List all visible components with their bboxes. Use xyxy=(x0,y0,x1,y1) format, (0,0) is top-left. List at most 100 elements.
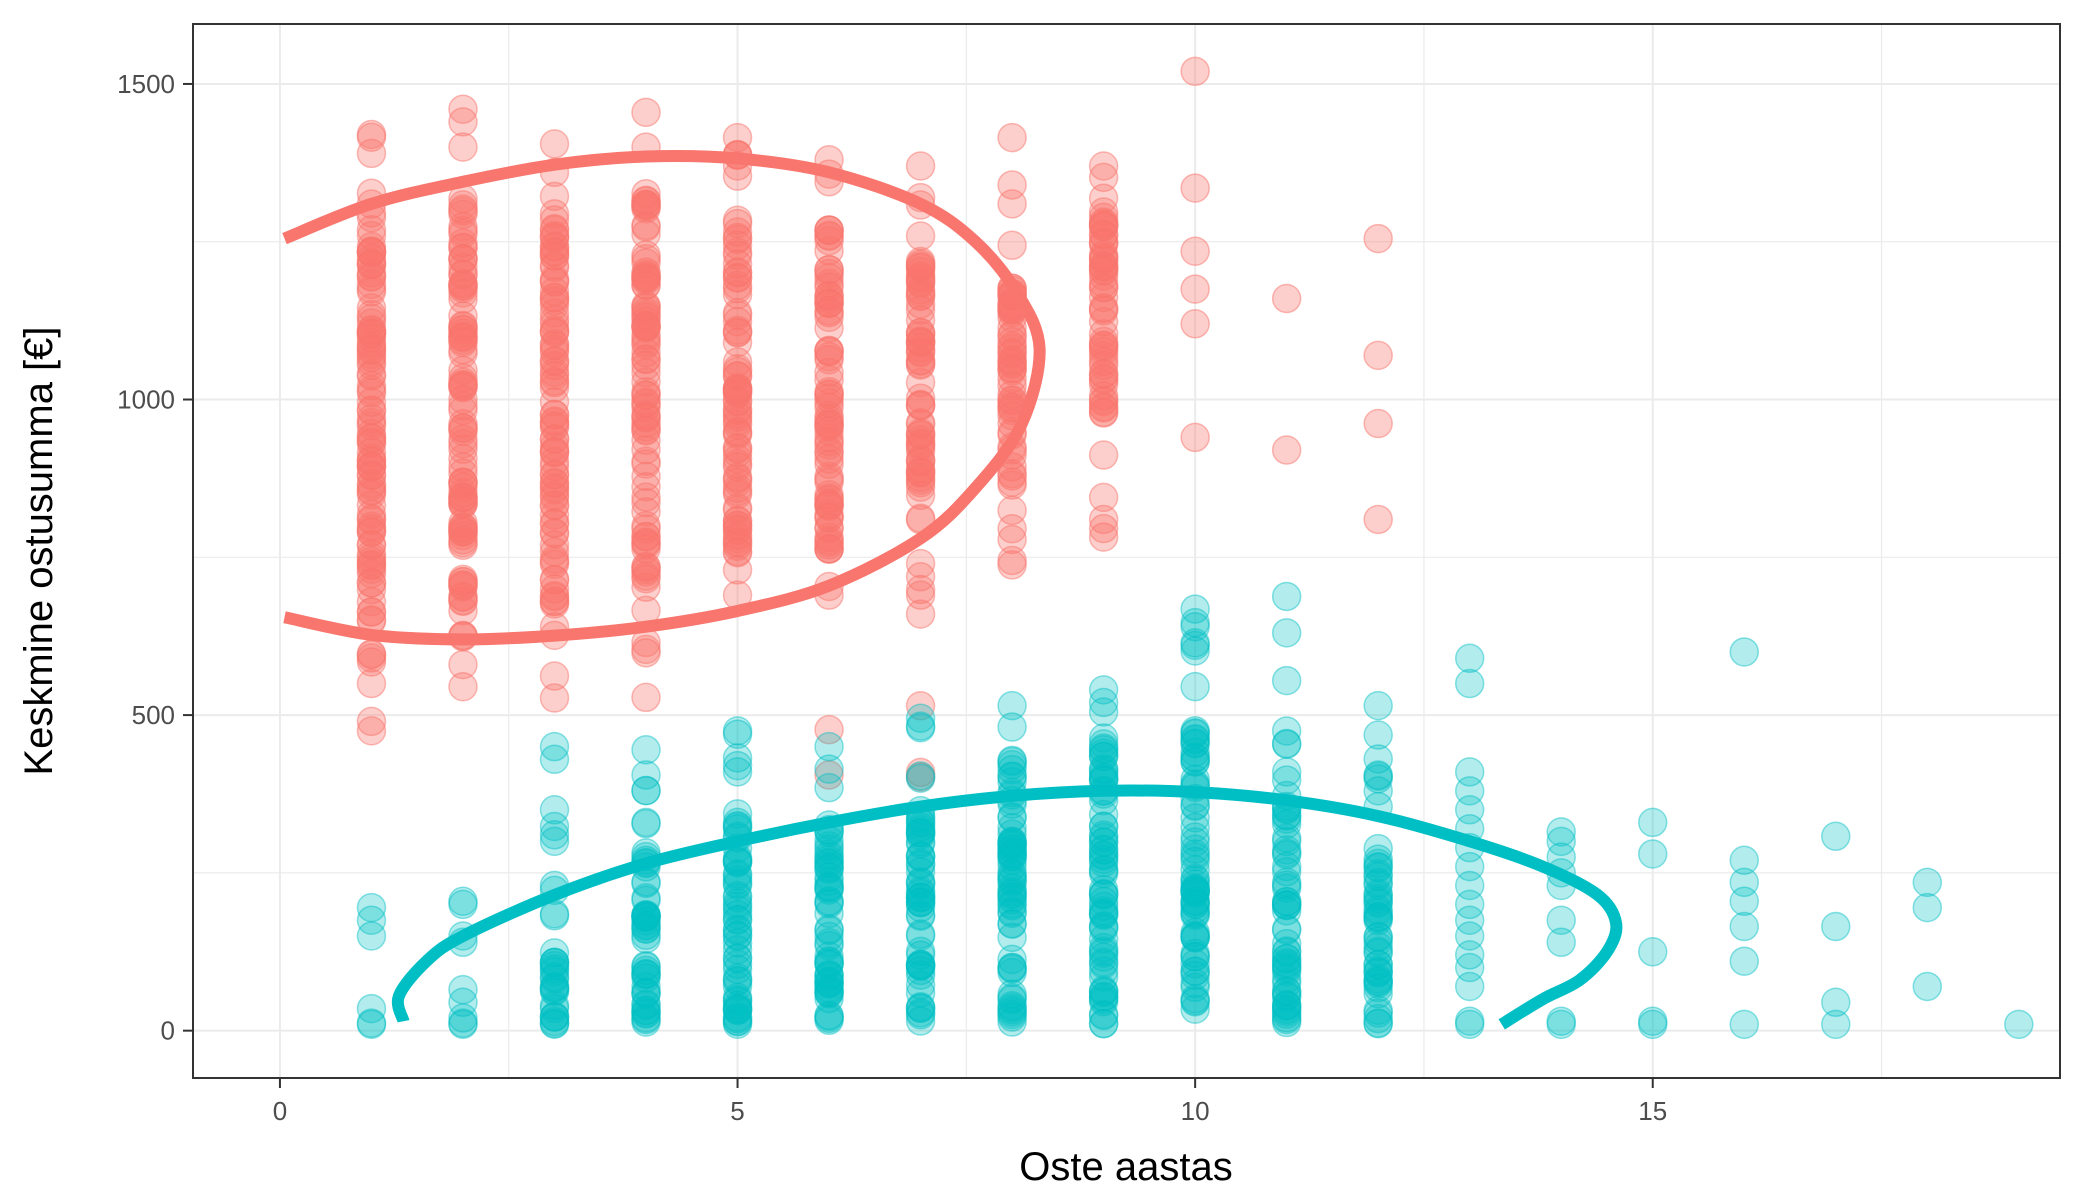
data-point-teal xyxy=(631,906,661,936)
data-point-red xyxy=(631,530,661,560)
data-point-teal xyxy=(1271,581,1302,612)
data-point-red xyxy=(539,357,570,388)
data-point-red xyxy=(539,346,570,377)
data-point-red xyxy=(448,228,478,258)
data-point-red xyxy=(905,305,936,335)
data-point-red xyxy=(1088,197,1119,227)
data-point-teal xyxy=(448,987,478,1018)
data-point-red xyxy=(814,280,844,311)
data-point-red xyxy=(722,492,753,523)
data-point-teal xyxy=(1180,594,1210,624)
data-point-red xyxy=(722,327,753,358)
data-point-red xyxy=(448,416,478,447)
data-point-teal xyxy=(722,882,753,913)
data-point-teal xyxy=(448,886,478,917)
data-point-red xyxy=(539,661,570,691)
data-point-red xyxy=(722,387,753,417)
data-point-red xyxy=(814,272,844,302)
data-point-teal xyxy=(1271,728,1302,759)
data-point-teal xyxy=(539,1001,570,1032)
data-point-red xyxy=(448,517,478,547)
data-point-teal xyxy=(539,947,570,978)
data-point-red xyxy=(539,460,570,490)
plot-panel xyxy=(193,24,2060,1078)
data-point-teal xyxy=(1912,867,1943,898)
data-point-red xyxy=(997,545,1027,576)
data-point-teal xyxy=(722,895,753,925)
data-point-teal xyxy=(539,938,570,968)
data-point-teal xyxy=(631,899,661,930)
data-point-teal xyxy=(631,950,661,981)
data-point-teal xyxy=(1363,995,1393,1026)
data-point-red xyxy=(997,122,1027,153)
y-tick-label: 1500 xyxy=(117,69,175,99)
data-point-red xyxy=(356,668,387,699)
data-point-red xyxy=(722,205,753,236)
data-point-red xyxy=(1088,306,1119,337)
data-point-red xyxy=(722,257,753,288)
data-point-red xyxy=(448,314,478,344)
data-point-red xyxy=(1088,504,1119,535)
data-point-red xyxy=(539,199,570,229)
data-point-teal xyxy=(631,977,661,1007)
data-point-red xyxy=(539,290,570,320)
data-point-teal xyxy=(1363,833,1393,864)
data-point-teal xyxy=(1271,838,1302,868)
data-point-teal xyxy=(722,750,753,781)
data-point-red xyxy=(905,256,936,287)
data-point-teal xyxy=(539,744,570,775)
data-point-red xyxy=(631,380,661,410)
data-point-teal xyxy=(539,962,570,992)
data-point-teal xyxy=(631,996,661,1026)
data-point-red xyxy=(631,219,661,249)
data-point-red xyxy=(356,119,387,150)
data-point-red xyxy=(539,683,570,713)
data-point-teal xyxy=(722,995,753,1026)
data-point-teal xyxy=(1271,948,1302,978)
data-point-teal xyxy=(1363,690,1393,721)
data-point-teal xyxy=(631,998,661,1029)
data-point-red xyxy=(631,190,661,220)
data-point-red xyxy=(356,446,387,476)
data-point-teal xyxy=(722,986,753,1016)
data-point-teal xyxy=(448,1003,478,1033)
data-point-teal xyxy=(1912,971,1943,1002)
data-point-red xyxy=(997,371,1027,401)
data-point-teal xyxy=(631,963,661,993)
data-point-red xyxy=(997,363,1027,394)
data-point-teal xyxy=(1637,839,1668,869)
data-point-red xyxy=(631,521,661,552)
data-point-teal xyxy=(722,891,753,921)
data-point-teal xyxy=(997,831,1027,861)
data-point-red xyxy=(631,244,661,274)
data-point-teal xyxy=(631,924,661,954)
data-point-teal xyxy=(539,795,570,825)
data-point-teal xyxy=(722,966,753,997)
data-point-red xyxy=(905,391,936,421)
data-point-red xyxy=(814,379,844,409)
data-point-red xyxy=(448,508,478,538)
data-point-red xyxy=(448,132,478,162)
data-point-teal xyxy=(997,896,1027,927)
data-point-teal xyxy=(722,1002,753,1032)
data-point-red xyxy=(356,387,387,418)
data-point-teal xyxy=(1271,618,1302,648)
data-point-teal xyxy=(539,950,570,981)
x-tick-label: 15 xyxy=(1638,1096,1667,1126)
data-point-red xyxy=(1363,340,1393,371)
data-point-red xyxy=(356,549,387,580)
data-point-red xyxy=(539,544,570,574)
data-point-red xyxy=(1088,210,1119,240)
data-point-red xyxy=(631,344,661,375)
data-point-red xyxy=(356,243,387,274)
data-point-teal xyxy=(631,901,661,931)
data-point-red xyxy=(1363,223,1393,254)
data-point-teal xyxy=(1821,987,1851,1018)
data-point-red xyxy=(814,400,844,431)
data-point-teal xyxy=(1729,845,1760,876)
data-point-red xyxy=(448,215,478,246)
data-point-red xyxy=(356,269,387,300)
data-point-teal xyxy=(448,1009,478,1040)
data-point-teal xyxy=(631,920,661,951)
